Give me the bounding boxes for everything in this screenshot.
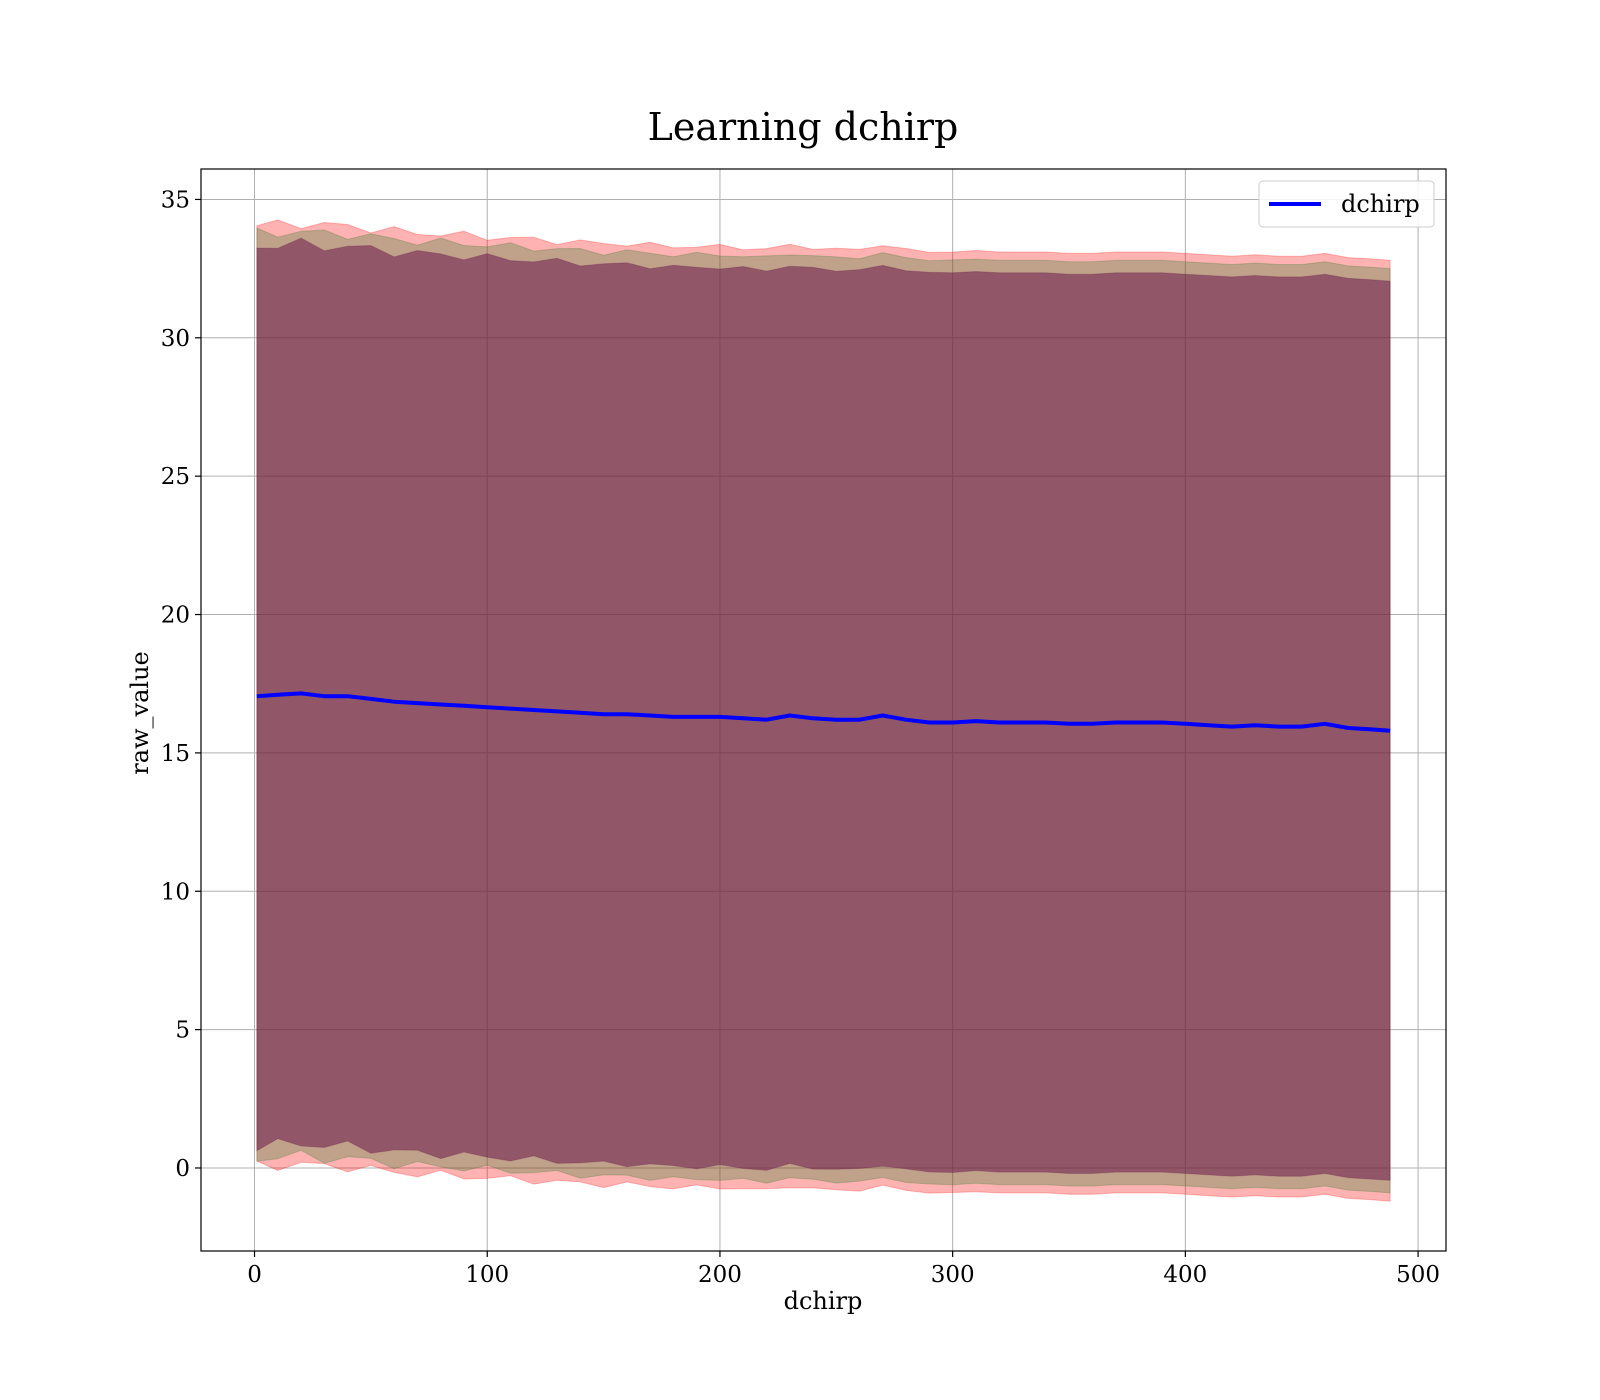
x-tick-label: 100 <box>465 1262 509 1288</box>
x-tick-label: 0 <box>247 1262 262 1288</box>
y-tick-label: 5 <box>175 1018 190 1044</box>
y-tick-label: 35 <box>161 187 190 213</box>
y-tick-label: 0 <box>175 1156 190 1182</box>
x-tick-label: 200 <box>698 1262 742 1288</box>
x-axis-label: dchirp <box>784 1287 863 1315</box>
y-tick-label: 20 <box>161 603 190 629</box>
chart-title: Learning dchirp <box>648 105 959 149</box>
y-tick-label: 10 <box>161 879 190 905</box>
legend-label-dchirp: dchirp <box>1341 190 1420 218</box>
y-tick-label: 25 <box>161 464 190 490</box>
y-axis-label: raw_value <box>126 651 154 775</box>
x-tick-label: 500 <box>1396 1262 1440 1288</box>
series-line-dchirp <box>256 691 1391 733</box>
x-tick-label: 300 <box>931 1262 975 1288</box>
y-tick-label: 30 <box>161 326 190 352</box>
confidence-band <box>256 237 1391 1181</box>
axes-frame <box>200 168 1447 1252</box>
y-tick-label: 15 <box>161 741 190 767</box>
x-tick-label: 400 <box>1163 1262 1207 1288</box>
legend-box <box>1258 180 1435 228</box>
